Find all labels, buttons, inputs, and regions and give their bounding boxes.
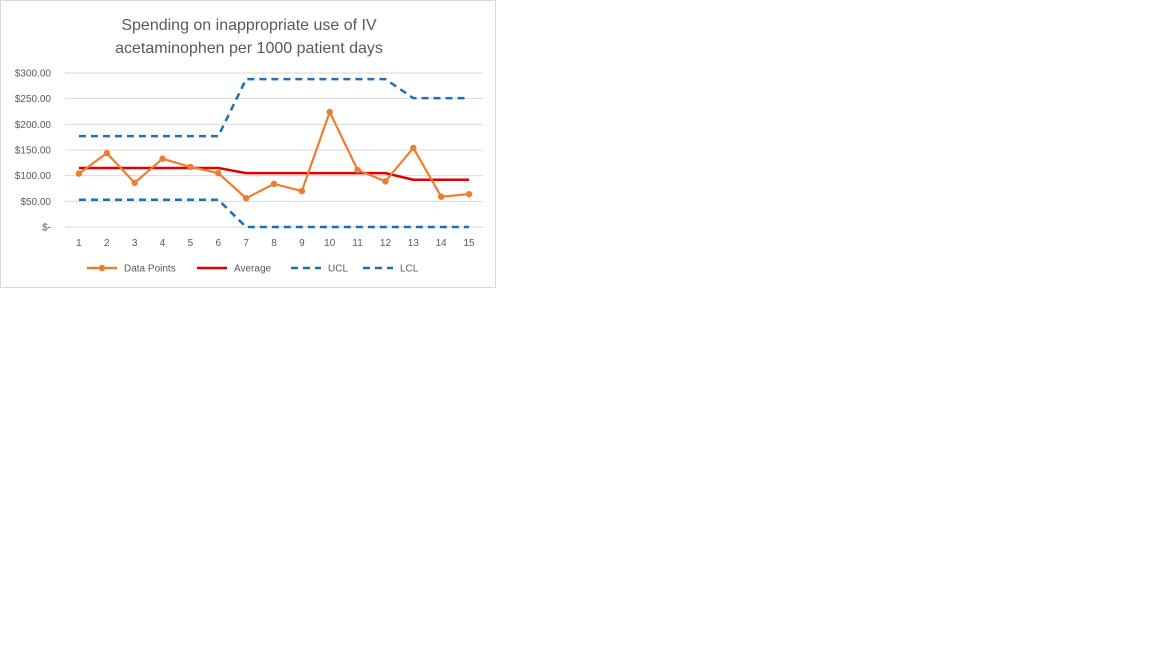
x-tick-label: 7: [243, 238, 249, 249]
x-tick-label: 13: [408, 238, 420, 249]
x-tick-label: 5: [188, 238, 194, 249]
x-tick-label: 3: [132, 238, 138, 249]
y-tick-label: $100.00: [15, 171, 52, 182]
legend-label-average: Average: [234, 264, 272, 275]
series-line-lcl: [78, 198, 470, 229]
legend-item-lcl: LCL: [363, 264, 419, 275]
x-tick-label: 9: [299, 238, 305, 249]
y-tick-label: $300.00: [15, 69, 52, 80]
legend: Data Points Average UCL LCL: [87, 264, 419, 275]
data-point-marker: [159, 155, 166, 162]
data-point-marker: [270, 180, 278, 188]
data-point-marker: [242, 195, 250, 202]
data-point-marker: [103, 149, 111, 157]
x-tick-label: 15: [464, 238, 476, 249]
x-tick-label: 12: [380, 238, 392, 249]
data-point-marker: [438, 193, 445, 200]
x-tick-label: 6: [215, 238, 221, 249]
y-axis-tick-labels: $- $50.00 $100.00 $150.00 $200.00 $250.00 $300…: [15, 69, 52, 234]
legend-item-data-points: Data Points: [87, 264, 176, 275]
x-tick-label: 8: [271, 238, 277, 249]
x-tick-label: 14: [436, 238, 448, 249]
y-tick-label: $250.00: [15, 94, 52, 105]
x-tick-label: 2: [104, 238, 110, 249]
x-axis-tick-labels: 1 2 3 4 5 6 7 8 9 10 11 12 13 14 15: [76, 238, 475, 249]
legend-label-data-points: Data Points: [124, 264, 176, 275]
chart-title-line-1: Spending on inappropriate use of IV: [121, 17, 377, 34]
data-point-marker: [465, 190, 473, 198]
chart-frame: Spending on inappropriate use of IV aceta…: [0, 0, 496, 288]
y-tick-label: $150.00: [15, 146, 52, 157]
x-tick-label: 4: [160, 238, 166, 249]
chart-title-line-2: acetaminophen per 1000 patient days: [115, 40, 383, 57]
y-tick-label: $200.00: [15, 120, 52, 131]
y-tick-label: $50.00: [20, 197, 51, 208]
series-line-ucl: [78, 77, 470, 138]
x-tick-label: 11: [352, 238, 363, 249]
legend-item-average: Average: [197, 264, 272, 275]
x-tick-label: 1: [76, 238, 82, 249]
y-tick-label: $-: [42, 223, 51, 234]
data-point-marker: [298, 187, 306, 195]
x-tick-label: 10: [324, 238, 336, 249]
data-point-marker: [75, 170, 83, 177]
series-lines: [75, 77, 473, 229]
gridlines: [65, 72, 483, 228]
chart-svg: Spending on inappropriate use of IV aceta…: [15, 17, 483, 275]
data-point-marker: [326, 108, 333, 116]
data-point-marker: [131, 179, 138, 187]
legend-label-lcl: LCL: [400, 264, 419, 275]
legend-label-ucl: UCL: [328, 264, 348, 275]
data-point-marker: [410, 144, 417, 152]
legend-marker: [98, 264, 106, 272]
data-point-marker: [382, 178, 389, 185]
data-point-marker: [215, 169, 222, 177]
legend-item-ucl: UCL: [291, 264, 348, 275]
chart-title: Spending on inappropriate use of IV aceta…: [115, 17, 383, 57]
data-point-marker: [354, 166, 361, 174]
data-point-marker: [187, 163, 194, 171]
series-line-average: [78, 166, 470, 182]
